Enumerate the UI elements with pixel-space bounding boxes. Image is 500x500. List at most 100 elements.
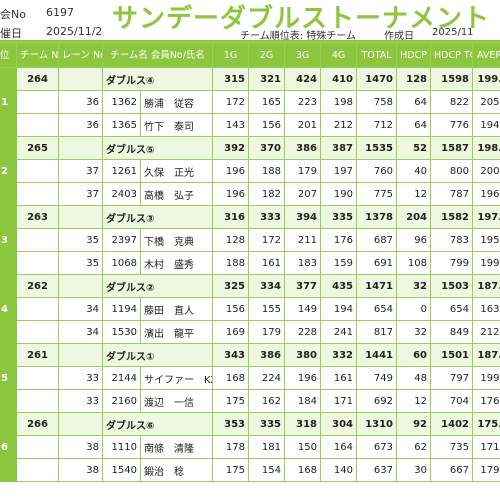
team-hdcp-cell: 32: [396, 274, 432, 298]
member-name-cell: 木村 盛秀: [139, 251, 214, 275]
col-total: TOTAL: [356, 42, 398, 68]
member-g4-cell: 159: [320, 251, 358, 275]
col-hdcp: HDCP: [396, 42, 432, 68]
team-no-cell: [16, 90, 59, 114]
standings-table: 位 チーム No レーン No チーム名 会員No/氏名 1G 2G 3G 4G…: [0, 42, 500, 482]
member-g1-cell: 175: [212, 389, 250, 413]
team-no-cell: [16, 389, 59, 413]
member-hdcp-cell: 64: [396, 113, 432, 137]
member-average-cell: 196.7: [472, 182, 500, 206]
col-g4: 4G: [320, 42, 358, 68]
team-no-cell: [16, 113, 59, 137]
rank-cell: 2: [0, 136, 17, 206]
team-g2-cell: 335: [248, 412, 286, 436]
member-hdcp-total-cell: 849: [430, 320, 474, 344]
table-header-row: 位 チーム No レーン No チーム名 会員No/氏名 1G 2G 3G 4G…: [0, 42, 500, 68]
team-average-cell: 175.2: [472, 412, 500, 436]
member-hdcp-total-cell: 799: [430, 251, 474, 275]
rank-cell: 3: [0, 205, 17, 275]
team-hdcp-cell: 128: [396, 67, 432, 91]
team-g3-cell: 386: [284, 136, 322, 160]
member-total-cell: 654: [356, 297, 398, 321]
team-hdcp-total-cell: 1503: [430, 274, 474, 298]
member-name-cell: 久保 正光: [139, 159, 214, 183]
member-id-cell: 2144: [102, 366, 141, 390]
member-g3-cell: 183: [284, 251, 322, 275]
rank-cell: 6: [0, 412, 17, 482]
member-name-cell: 高橋 弘子: [139, 182, 214, 206]
team-hdcp-total-cell: 1402: [430, 412, 474, 436]
team-total-cell: 1470: [356, 67, 398, 91]
member-hdcp-cell: 62: [396, 435, 432, 459]
col-g2: 2G: [248, 42, 286, 68]
member-hdcp-total-cell: 800: [430, 159, 474, 183]
lane-cell: 37: [58, 159, 103, 183]
member-hdcp-total-cell: 787: [430, 182, 474, 206]
member-g4-cell: 164: [320, 435, 358, 459]
lane-cell: 36: [58, 90, 103, 114]
member-id-cell: 1365: [102, 113, 141, 137]
team-total-cell: 1441: [356, 343, 398, 367]
member-g3-cell: 150: [284, 435, 322, 459]
team-g2-cell: 370: [248, 136, 286, 160]
member-name-cell: 濱出 龍平: [139, 320, 214, 344]
member-name-cell: 南條 清隆: [139, 435, 214, 459]
rank-title: チーム順位表: 特殊チーム: [240, 31, 356, 42]
member-g1-cell: 128: [212, 228, 250, 252]
col-average: AVERA: [472, 42, 500, 68]
lane-cell: 38: [58, 435, 103, 459]
report-header: 会No 6197 催日 2025/11/2 サンデーダブルストーナメント チーム…: [0, 0, 500, 42]
team-average-cell: 187.6: [472, 343, 500, 367]
member-g3-cell: 179: [284, 159, 322, 183]
lane-cell: 34: [58, 297, 103, 321]
member-total-cell: 749: [356, 366, 398, 390]
member-id-cell: 1068: [102, 251, 141, 275]
team-g1-cell: 315: [212, 67, 250, 91]
lane-cell: 33: [58, 389, 103, 413]
member-g4-cell: 241: [320, 320, 358, 344]
member-average-cell: 200.0: [472, 159, 500, 183]
team-no-cell: 263: [16, 205, 59, 229]
meet-number: 6197: [46, 6, 74, 19]
date-label: 催日: [0, 27, 22, 40]
member-g4-cell: 171: [320, 389, 358, 413]
col-team-no: チーム No: [16, 42, 59, 68]
member-total-cell: 760: [356, 159, 398, 183]
team-g4-cell: 435: [320, 274, 358, 298]
team-g4-cell: 335: [320, 205, 358, 229]
member-average-cell: 212.2: [472, 320, 500, 344]
team-g3-cell: 394: [284, 205, 322, 229]
member-g3-cell: 207: [284, 182, 322, 206]
member-hdcp-total-cell: 667: [430, 458, 474, 482]
member-hdcp-cell: 96: [396, 228, 432, 252]
member-g4-cell: 140: [320, 458, 358, 482]
member-hdcp-total-cell: 735: [430, 435, 474, 459]
member-hdcp-cell: 32: [396, 320, 432, 344]
team-no-cell: [16, 182, 59, 206]
team-g3-cell: 380: [284, 343, 322, 367]
lane-cell: [58, 343, 103, 367]
team-total-cell: 1310: [356, 412, 398, 436]
col-rank: 位: [0, 42, 17, 68]
member-id-cell: 1540: [102, 458, 141, 482]
lane-cell: [58, 136, 103, 160]
member-total-cell: 775: [356, 182, 398, 206]
member-g3-cell: 223: [284, 90, 322, 114]
team-no-cell: [16, 366, 59, 390]
col-name: チーム名 会員No/氏名: [101, 42, 214, 68]
event-date: 2025/11/2: [46, 25, 103, 38]
team-total-cell: 1535: [356, 136, 398, 160]
member-hdcp-cell: 0: [396, 297, 432, 321]
member-hdcp-cell: 108: [396, 251, 432, 275]
member-id-cell: 1110: [102, 435, 141, 459]
lane-cell: 37: [58, 182, 103, 206]
member-hdcp-total-cell: 704: [430, 389, 474, 413]
member-g4-cell: 190: [320, 182, 358, 206]
